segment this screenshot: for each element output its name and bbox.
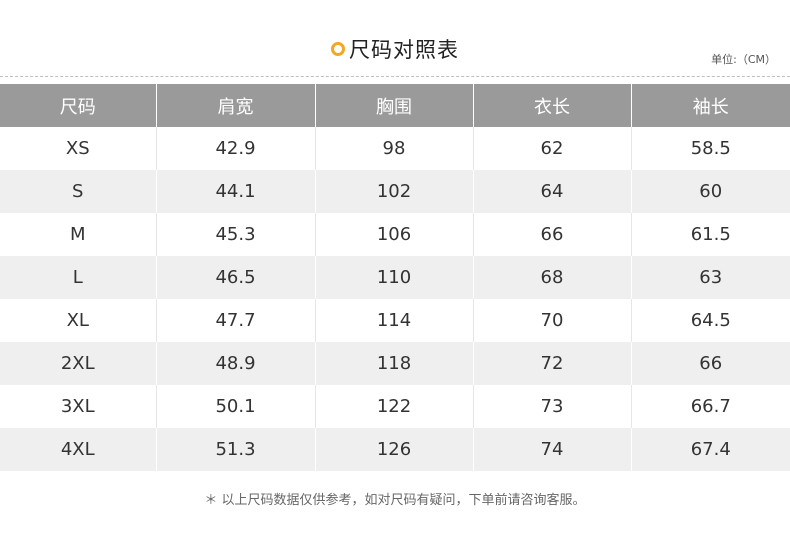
cell-chest: 110 xyxy=(315,256,474,299)
disclaimer-note: ＊ 以上尺码数据仅供参考，如对尺码有疑问，下单前请咨询客服。 xyxy=(204,493,586,508)
table-row: XS 42.9 98 62 58.5 xyxy=(0,127,790,170)
cell-length: 66 xyxy=(473,213,632,256)
table-row: 4XL 51.3 126 74 67.4 xyxy=(0,428,790,471)
header-size: 尺码 xyxy=(0,84,157,127)
dashed-divider xyxy=(0,76,790,77)
cell-chest: 126 xyxy=(315,428,474,471)
cell-chest: 122 xyxy=(315,385,474,428)
unit-label: 单位:（CM） xyxy=(711,53,776,66)
cell-size: 4XL xyxy=(0,428,157,471)
cell-size: S xyxy=(0,170,157,213)
cell-sleeve: 63 xyxy=(631,256,790,299)
cell-sleeve: 61.5 xyxy=(631,213,790,256)
table-row: XL 47.7 114 70 64.5 xyxy=(0,299,790,342)
page-title-block: 尺码对照表 xyxy=(0,34,790,64)
cell-chest: 106 xyxy=(315,213,474,256)
cell-length: 62 xyxy=(473,127,632,170)
cell-length: 73 xyxy=(473,385,632,428)
cell-sleeve: 66.7 xyxy=(631,385,790,428)
cell-shoulder: 44.1 xyxy=(156,170,316,213)
table-row: 2XL 48.9 118 72 66 xyxy=(0,342,790,385)
cell-shoulder: 47.7 xyxy=(156,299,316,342)
cell-shoulder: 45.3 xyxy=(156,213,316,256)
header-chest: 胸围 xyxy=(315,84,474,127)
cell-size: 2XL xyxy=(0,342,157,385)
cell-size: XS xyxy=(0,127,157,170)
header-length: 衣长 xyxy=(473,84,632,127)
cell-chest: 98 xyxy=(315,127,474,170)
cell-length: 74 xyxy=(473,428,632,471)
cell-size: L xyxy=(0,256,157,299)
page-title: 尺码对照表 xyxy=(349,38,459,62)
cell-size: XL xyxy=(0,299,157,342)
cell-shoulder: 50.1 xyxy=(156,385,316,428)
cell-chest: 114 xyxy=(315,299,474,342)
cell-sleeve: 58.5 xyxy=(631,127,790,170)
cell-chest: 102 xyxy=(315,170,474,213)
cell-shoulder: 48.9 xyxy=(156,342,316,385)
circle-ring-icon xyxy=(331,42,345,56)
cell-shoulder: 46.5 xyxy=(156,256,316,299)
table-row: 3XL 50.1 122 73 66.7 xyxy=(0,385,790,428)
table-header-row: 尺码 肩宽 胸围 衣长 袖长 xyxy=(0,84,790,127)
cell-size: M xyxy=(0,213,157,256)
table-row: L 46.5 110 68 63 xyxy=(0,256,790,299)
cell-length: 72 xyxy=(473,342,632,385)
cell-shoulder: 51.3 xyxy=(156,428,316,471)
cell-length: 68 xyxy=(473,256,632,299)
cell-sleeve: 67.4 xyxy=(631,428,790,471)
header-shoulder: 肩宽 xyxy=(156,84,316,127)
cell-sleeve: 64.5 xyxy=(631,299,790,342)
table-row: M 45.3 106 66 61.5 xyxy=(0,213,790,256)
cell-sleeve: 66 xyxy=(631,342,790,385)
size-chart-table: 尺码 肩宽 胸围 衣长 袖长 XS 42.9 98 62 58.5 S 44.1… xyxy=(0,84,790,471)
cell-size: 3XL xyxy=(0,385,157,428)
cell-length: 70 xyxy=(473,299,632,342)
header-sleeve: 袖长 xyxy=(631,84,790,127)
cell-length: 64 xyxy=(473,170,632,213)
cell-sleeve: 60 xyxy=(631,170,790,213)
cell-shoulder: 42.9 xyxy=(156,127,316,170)
table-row: S 44.1 102 64 60 xyxy=(0,170,790,213)
cell-chest: 118 xyxy=(315,342,474,385)
